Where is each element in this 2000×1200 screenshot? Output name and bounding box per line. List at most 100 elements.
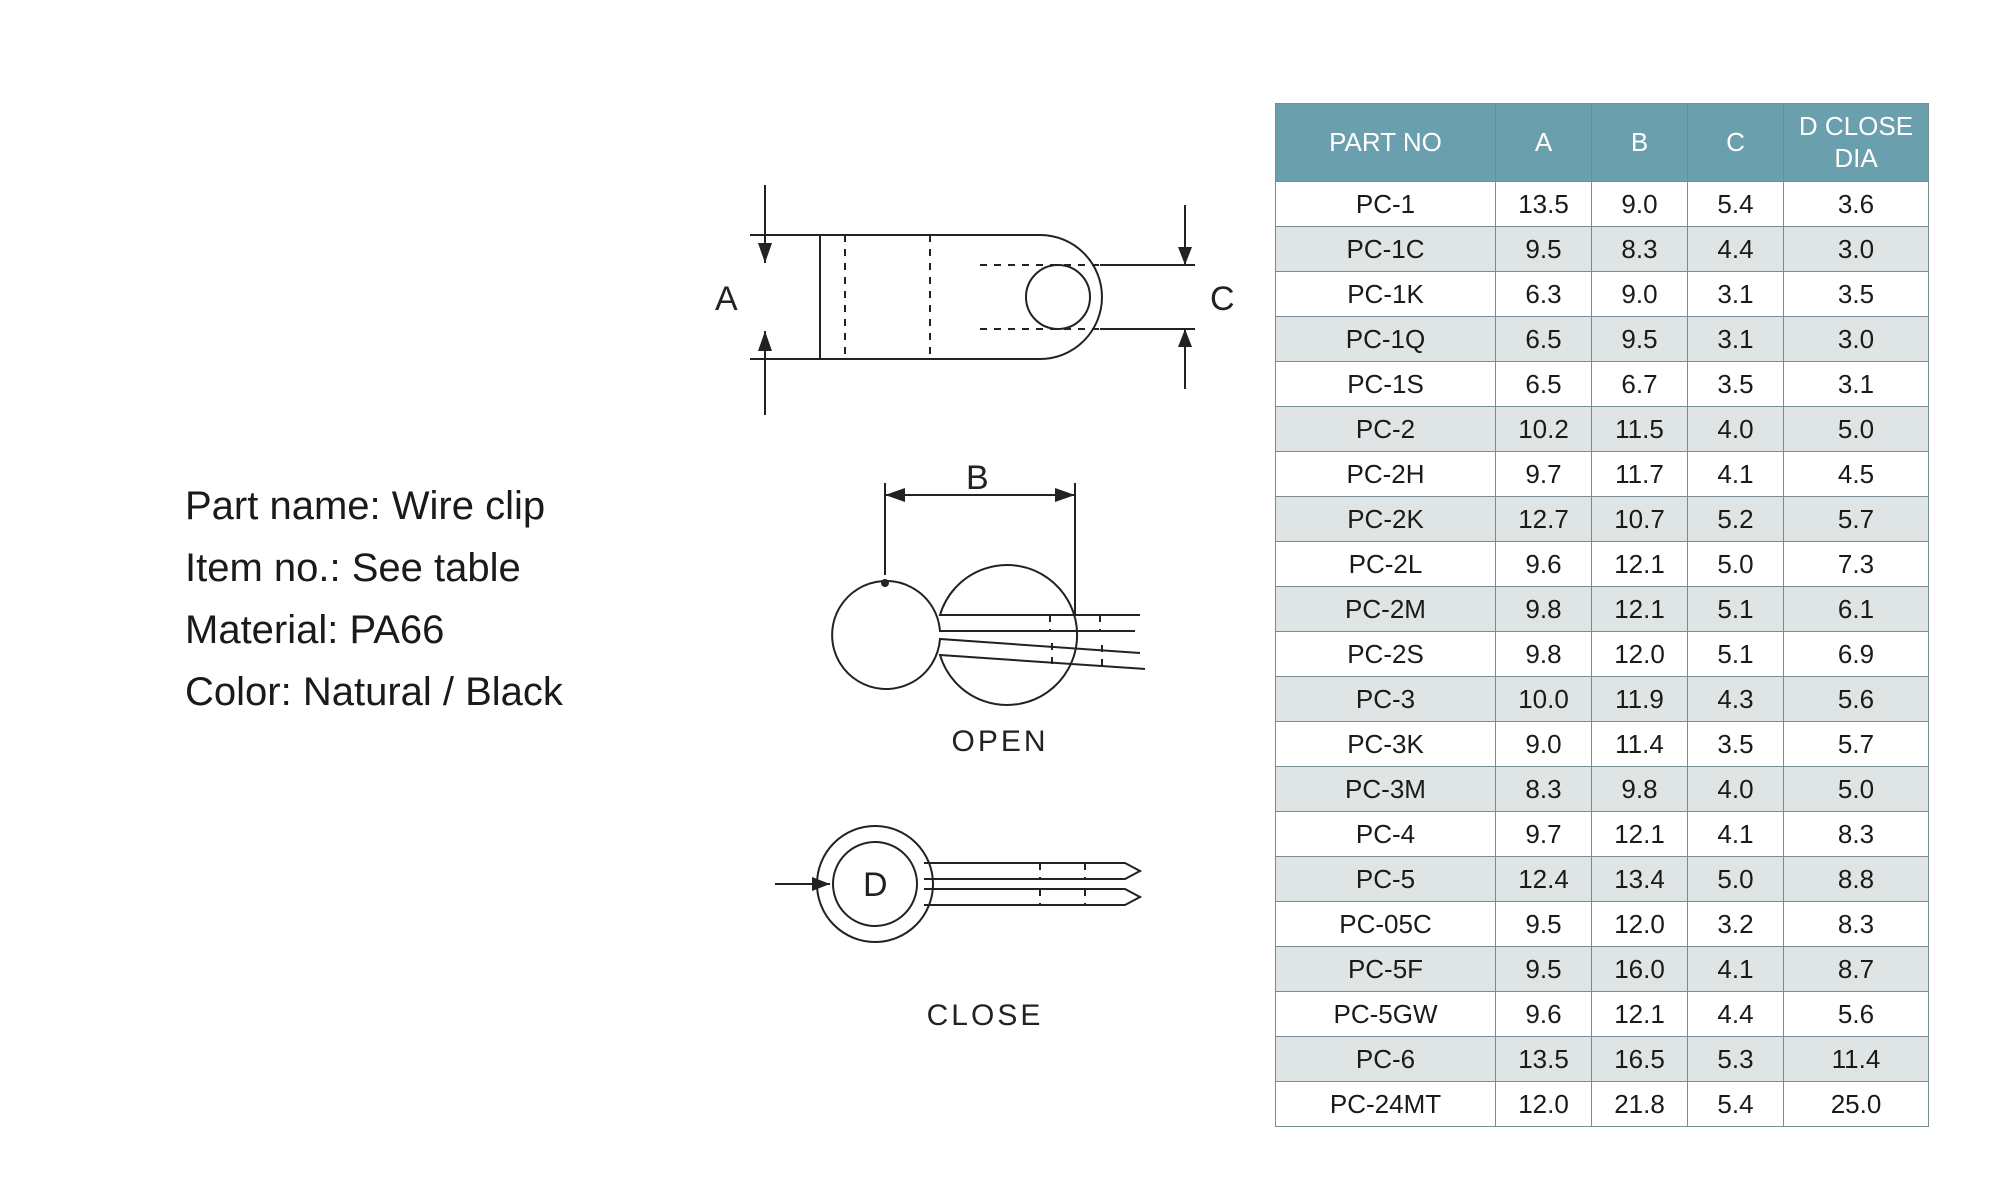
cell-value: 12.0 <box>1592 632 1688 677</box>
cell-value: 5.4 <box>1688 182 1784 227</box>
part-info-block: Part name: Wire clip Item no.: See table… <box>185 475 563 723</box>
part-name-line: Part name: Wire clip <box>185 475 563 537</box>
item-no-line: Item no.: See table <box>185 537 563 599</box>
table-row: PC-310.011.94.35.6 <box>1276 677 1929 722</box>
cell-value: 5.0 <box>1688 542 1784 587</box>
table-row: PC-1S6.56.73.53.1 <box>1276 362 1929 407</box>
table-row: PC-613.516.55.311.4 <box>1276 1037 1929 1082</box>
cell-value: 6.7 <box>1592 362 1688 407</box>
cell-partno: PC-4 <box>1276 812 1496 857</box>
cell-partno: PC-6 <box>1276 1037 1496 1082</box>
table-row: PC-2M9.812.15.16.1 <box>1276 587 1929 632</box>
cell-value: 11.7 <box>1592 452 1688 497</box>
cell-value: 8.3 <box>1784 902 1929 947</box>
cell-value: 21.8 <box>1592 1082 1688 1127</box>
diagram-open-view: B OPEN <box>680 465 1260 759</box>
dim-c-label: C <box>1210 280 1235 318</box>
cell-value: 16.5 <box>1592 1037 1688 1082</box>
cell-value: 3.5 <box>1688 362 1784 407</box>
color-line: Color: Natural / Black <box>185 661 563 723</box>
cell-value: 12.0 <box>1496 1082 1592 1127</box>
cell-value: 5.3 <box>1688 1037 1784 1082</box>
cell-value: 5.0 <box>1784 407 1929 452</box>
cell-partno: PC-1C <box>1276 227 1496 272</box>
cell-value: 9.5 <box>1496 227 1592 272</box>
cell-value: 5.6 <box>1784 677 1929 722</box>
cell-value: 25.0 <box>1784 1082 1929 1127</box>
open-view-svg: B <box>680 465 1240 725</box>
cell-value: 3.6 <box>1784 182 1929 227</box>
table-row: PC-1C9.58.34.43.0 <box>1276 227 1929 272</box>
cell-value: 3.1 <box>1784 362 1929 407</box>
table-row: PC-2K12.710.75.25.7 <box>1276 497 1929 542</box>
cell-value: 3.2 <box>1688 902 1784 947</box>
spec-table: PART NO A B C D CLOSE DIA PC-113.59.05.4… <box>1275 103 1929 1127</box>
cell-partno: PC-2S <box>1276 632 1496 677</box>
table-row: PC-49.712.14.18.3 <box>1276 812 1929 857</box>
diagram-top-view: A C <box>680 165 1260 445</box>
table-row: PC-1K6.39.03.13.5 <box>1276 272 1929 317</box>
table-row: PC-2S9.812.05.16.9 <box>1276 632 1929 677</box>
item-no-value: See table <box>352 546 521 590</box>
close-view-svg: D <box>680 799 1240 999</box>
table-row: PC-3K9.011.43.55.7 <box>1276 722 1929 767</box>
cell-value: 16.0 <box>1592 947 1688 992</box>
cell-partno: PC-5GW <box>1276 992 1496 1037</box>
cell-value: 13.5 <box>1496 182 1592 227</box>
diagram-column: A C <box>680 165 1260 1033</box>
cell-partno: PC-2M <box>1276 587 1496 632</box>
cell-value: 4.5 <box>1784 452 1929 497</box>
cell-value: 3.0 <box>1784 227 1929 272</box>
cell-value: 3.1 <box>1688 272 1784 317</box>
cell-partno: PC-3 <box>1276 677 1496 722</box>
cell-partno: PC-2K <box>1276 497 1496 542</box>
table-row: PC-24MT12.021.85.425.0 <box>1276 1082 1929 1127</box>
table-row: PC-05C9.512.03.28.3 <box>1276 902 1929 947</box>
cell-value: 8.3 <box>1592 227 1688 272</box>
open-label: OPEN <box>740 725 1260 759</box>
cell-value: 5.1 <box>1688 632 1784 677</box>
col-header-partno: PART NO <box>1276 104 1496 182</box>
cell-value: 9.5 <box>1592 317 1688 362</box>
table-row: PC-1Q6.59.53.13.0 <box>1276 317 1929 362</box>
color-label: Color: <box>185 670 292 714</box>
col-header-c: C <box>1688 104 1784 182</box>
cell-value: 9.0 <box>1592 272 1688 317</box>
part-name-label: Part name: <box>185 484 381 528</box>
cell-value: 9.5 <box>1496 902 1592 947</box>
cell-value: 4.1 <box>1688 812 1784 857</box>
cell-value: 9.7 <box>1496 452 1592 497</box>
cell-value: 9.0 <box>1592 182 1688 227</box>
material-value: PA66 <box>350 608 445 652</box>
cell-value: 11.4 <box>1784 1037 1929 1082</box>
cell-value: 3.5 <box>1784 272 1929 317</box>
cell-value: 5.0 <box>1784 767 1929 812</box>
cell-partno: PC-2H <box>1276 452 1496 497</box>
table-row: PC-2H9.711.74.14.5 <box>1276 452 1929 497</box>
cell-value: 5.7 <box>1784 497 1929 542</box>
cell-value: 9.8 <box>1496 587 1592 632</box>
part-name-value: Wire clip <box>392 484 545 528</box>
cell-value: 4.0 <box>1688 407 1784 452</box>
cell-value: 4.1 <box>1688 452 1784 497</box>
col-header-d: D CLOSE DIA <box>1784 104 1929 182</box>
col-header-a: A <box>1496 104 1592 182</box>
cell-partno: PC-2L <box>1276 542 1496 587</box>
cell-value: 7.3 <box>1784 542 1929 587</box>
cell-value: 5.0 <box>1688 857 1784 902</box>
table-row: PC-512.413.45.08.8 <box>1276 857 1929 902</box>
cell-partno: PC-1 <box>1276 182 1496 227</box>
cell-partno: PC-05C <box>1276 902 1496 947</box>
cell-value: 9.0 <box>1496 722 1592 767</box>
cell-value: 9.7 <box>1496 812 1592 857</box>
cell-value: 5.6 <box>1784 992 1929 1037</box>
cell-value: 8.7 <box>1784 947 1929 992</box>
close-label: CLOSE <box>710 999 1260 1033</box>
cell-value: 9.8 <box>1496 632 1592 677</box>
cell-value: 12.0 <box>1592 902 1688 947</box>
cell-partno: PC-3M <box>1276 767 1496 812</box>
cell-value: 3.1 <box>1688 317 1784 362</box>
cell-value: 9.6 <box>1496 542 1592 587</box>
table-row: PC-3M8.39.84.05.0 <box>1276 767 1929 812</box>
cell-value: 9.5 <box>1496 947 1592 992</box>
